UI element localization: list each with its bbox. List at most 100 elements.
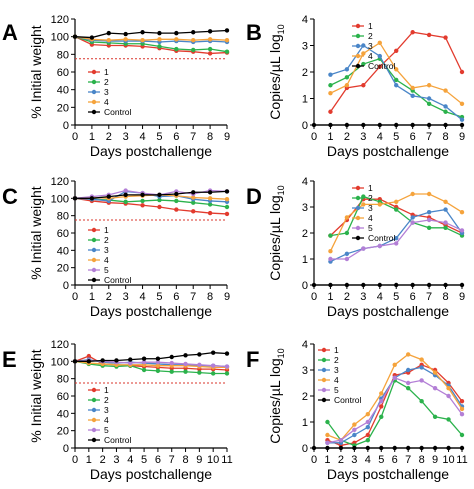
panel-b-x-tick-label: 0 <box>311 131 317 143</box>
panel-d-x-tick-label: 8 <box>442 291 448 303</box>
panel-d-series-5-point <box>361 246 366 251</box>
panel-c-series-4-point <box>191 195 196 200</box>
panel-c-x-tick-label: 0 <box>72 291 78 303</box>
panel-f-x-tick-label: 11 <box>456 454 467 466</box>
panel-f-series-2-point <box>419 399 424 404</box>
panel-e-legend-marker <box>91 397 97 403</box>
panel-a-legend-marker <box>91 99 97 105</box>
panel-b-series-4-point <box>328 91 333 96</box>
panel-d-series-3-line <box>330 208 463 263</box>
panel-b-series-4-point <box>426 83 432 88</box>
panel-f-y-tick-label: 2 <box>302 391 308 403</box>
panel-b-series-3-point <box>328 72 333 77</box>
panel-b-series-2-point <box>426 101 432 107</box>
panel-e-legend-marker <box>91 387 97 393</box>
panel-b-legend-marker <box>355 53 361 59</box>
panel-c-series-1-point <box>157 204 162 210</box>
panel-d-y-tick-label: 3 <box>302 202 308 214</box>
panel-d-x-tick-label: 3 <box>360 291 366 303</box>
panel-f-series-2-point <box>325 419 330 425</box>
panel-c-legend-marker <box>91 227 97 233</box>
panel-d-series-3-point <box>443 207 448 212</box>
panel-e-series-control-point <box>86 359 92 364</box>
panel-b-series-control-point <box>443 122 448 128</box>
panel-f-series-4-point <box>325 432 330 438</box>
panel-e-x-tick-label: 3 <box>113 454 119 466</box>
panel-a-y-tick-label: 0 <box>63 120 69 132</box>
panel-f-series-2-point <box>405 386 411 391</box>
panel-b-series-1-point <box>443 35 448 40</box>
panel-b-series-control <box>311 122 465 128</box>
panel-c-series-2-point <box>123 199 128 204</box>
panel-d-legend-label: 1 <box>368 183 373 193</box>
panel-b-series-3-point <box>377 53 382 59</box>
panel-a-series-2-point <box>224 49 230 54</box>
panel-f-x-tick-label: 9 <box>432 454 438 466</box>
panel-d-y-label: Copies/µL log10 <box>267 185 286 280</box>
panel-c-series-control-point <box>157 192 162 198</box>
panel-d-series-5-point <box>344 256 350 262</box>
panel-c-x-tick-label: 3 <box>123 291 129 303</box>
panel-c-x-tick-label: 6 <box>173 291 179 303</box>
panel-d-x-tick-label: 1 <box>327 291 333 303</box>
panel-c-series-control-line <box>75 190 228 199</box>
panel-e-series-control-point <box>128 357 133 362</box>
panel-b-y-tick-label: 4 <box>302 14 308 26</box>
panel-d-series-5-point <box>394 241 399 246</box>
panel-b-x-tick-label: 5 <box>393 131 399 143</box>
panel-e-series-5-point <box>197 362 202 367</box>
panel-e-letter: E <box>2 347 17 372</box>
panel-a-legend-label: 2 <box>104 77 109 87</box>
panel-c-series-control <box>72 189 230 201</box>
panel-a-y-tick-label: 100 <box>51 32 69 44</box>
panel-c-series-2-point <box>157 197 162 203</box>
panel-e-series-5-point <box>210 363 216 368</box>
panel-b-y-label-subscript: 10 <box>276 24 286 34</box>
panel-f-series-control-point <box>352 445 357 451</box>
panel-e-x-tick-label: 10 <box>207 454 219 466</box>
panel-b-y-tick-label: 1 <box>302 94 308 106</box>
panel-b-series-control-point <box>311 122 317 128</box>
panel-f-series-4-point <box>405 352 411 357</box>
panel-a-series-4-point <box>157 37 162 42</box>
panel-e-series-4-point <box>155 363 161 368</box>
panel-f-series-4-point <box>459 406 465 412</box>
panel-f-y-label-subscript: 10 <box>276 348 286 358</box>
panel-b-series-3 <box>328 43 465 122</box>
panel-c-y-tick-label: 120 <box>51 176 69 188</box>
panel-b-series-control-point <box>377 122 382 128</box>
panel-f-series-5 <box>325 375 465 445</box>
panel-d-series-control-point <box>377 282 382 288</box>
panel-f-series-5-point <box>325 440 330 445</box>
panel-d-series-control-point <box>394 282 399 288</box>
panel-e-series-2-point <box>155 368 161 374</box>
panel-f-series-3-point <box>365 425 371 430</box>
panel-b-x-tick-label: 2 <box>344 131 350 143</box>
panel-c-x-tick-label: 4 <box>139 291 145 303</box>
panel-f-series-5-point <box>352 427 357 432</box>
panel-f-series-4-point <box>446 386 451 391</box>
panel-f-series-5-point <box>405 380 411 386</box>
panel-c-y-tick-label: 40 <box>57 245 69 257</box>
panel-e-series-control-line <box>75 352 228 362</box>
panel-f-series-control-point <box>446 445 451 451</box>
panel-b-y-tick-label: 0 <box>302 120 308 132</box>
panel-f-series-control-point <box>405 445 411 451</box>
panel-e-series-2-point <box>169 369 174 374</box>
panel-a-series-control-point <box>140 30 145 35</box>
panel-d-series-4-point <box>361 202 366 207</box>
panel-d-series-control-point <box>311 282 317 288</box>
panel-f-x-tick-label: 0 <box>311 454 317 466</box>
panel-e-legend-label: 5 <box>104 425 109 435</box>
panel-b-legend-label: 2 <box>368 31 373 41</box>
panel-c-legend-label: 5 <box>104 265 109 275</box>
panel-a-series-control-point <box>174 30 179 36</box>
panel-c-y-label: % Initial weight <box>28 186 44 279</box>
panel-d-series-4-point <box>394 199 399 204</box>
panel-b-series-2-point <box>361 61 366 67</box>
panel-d-series-4-point <box>459 210 465 215</box>
panel-e-x-tick-label: 6 <box>155 454 161 466</box>
panel-b-legend-label: 4 <box>368 51 373 61</box>
